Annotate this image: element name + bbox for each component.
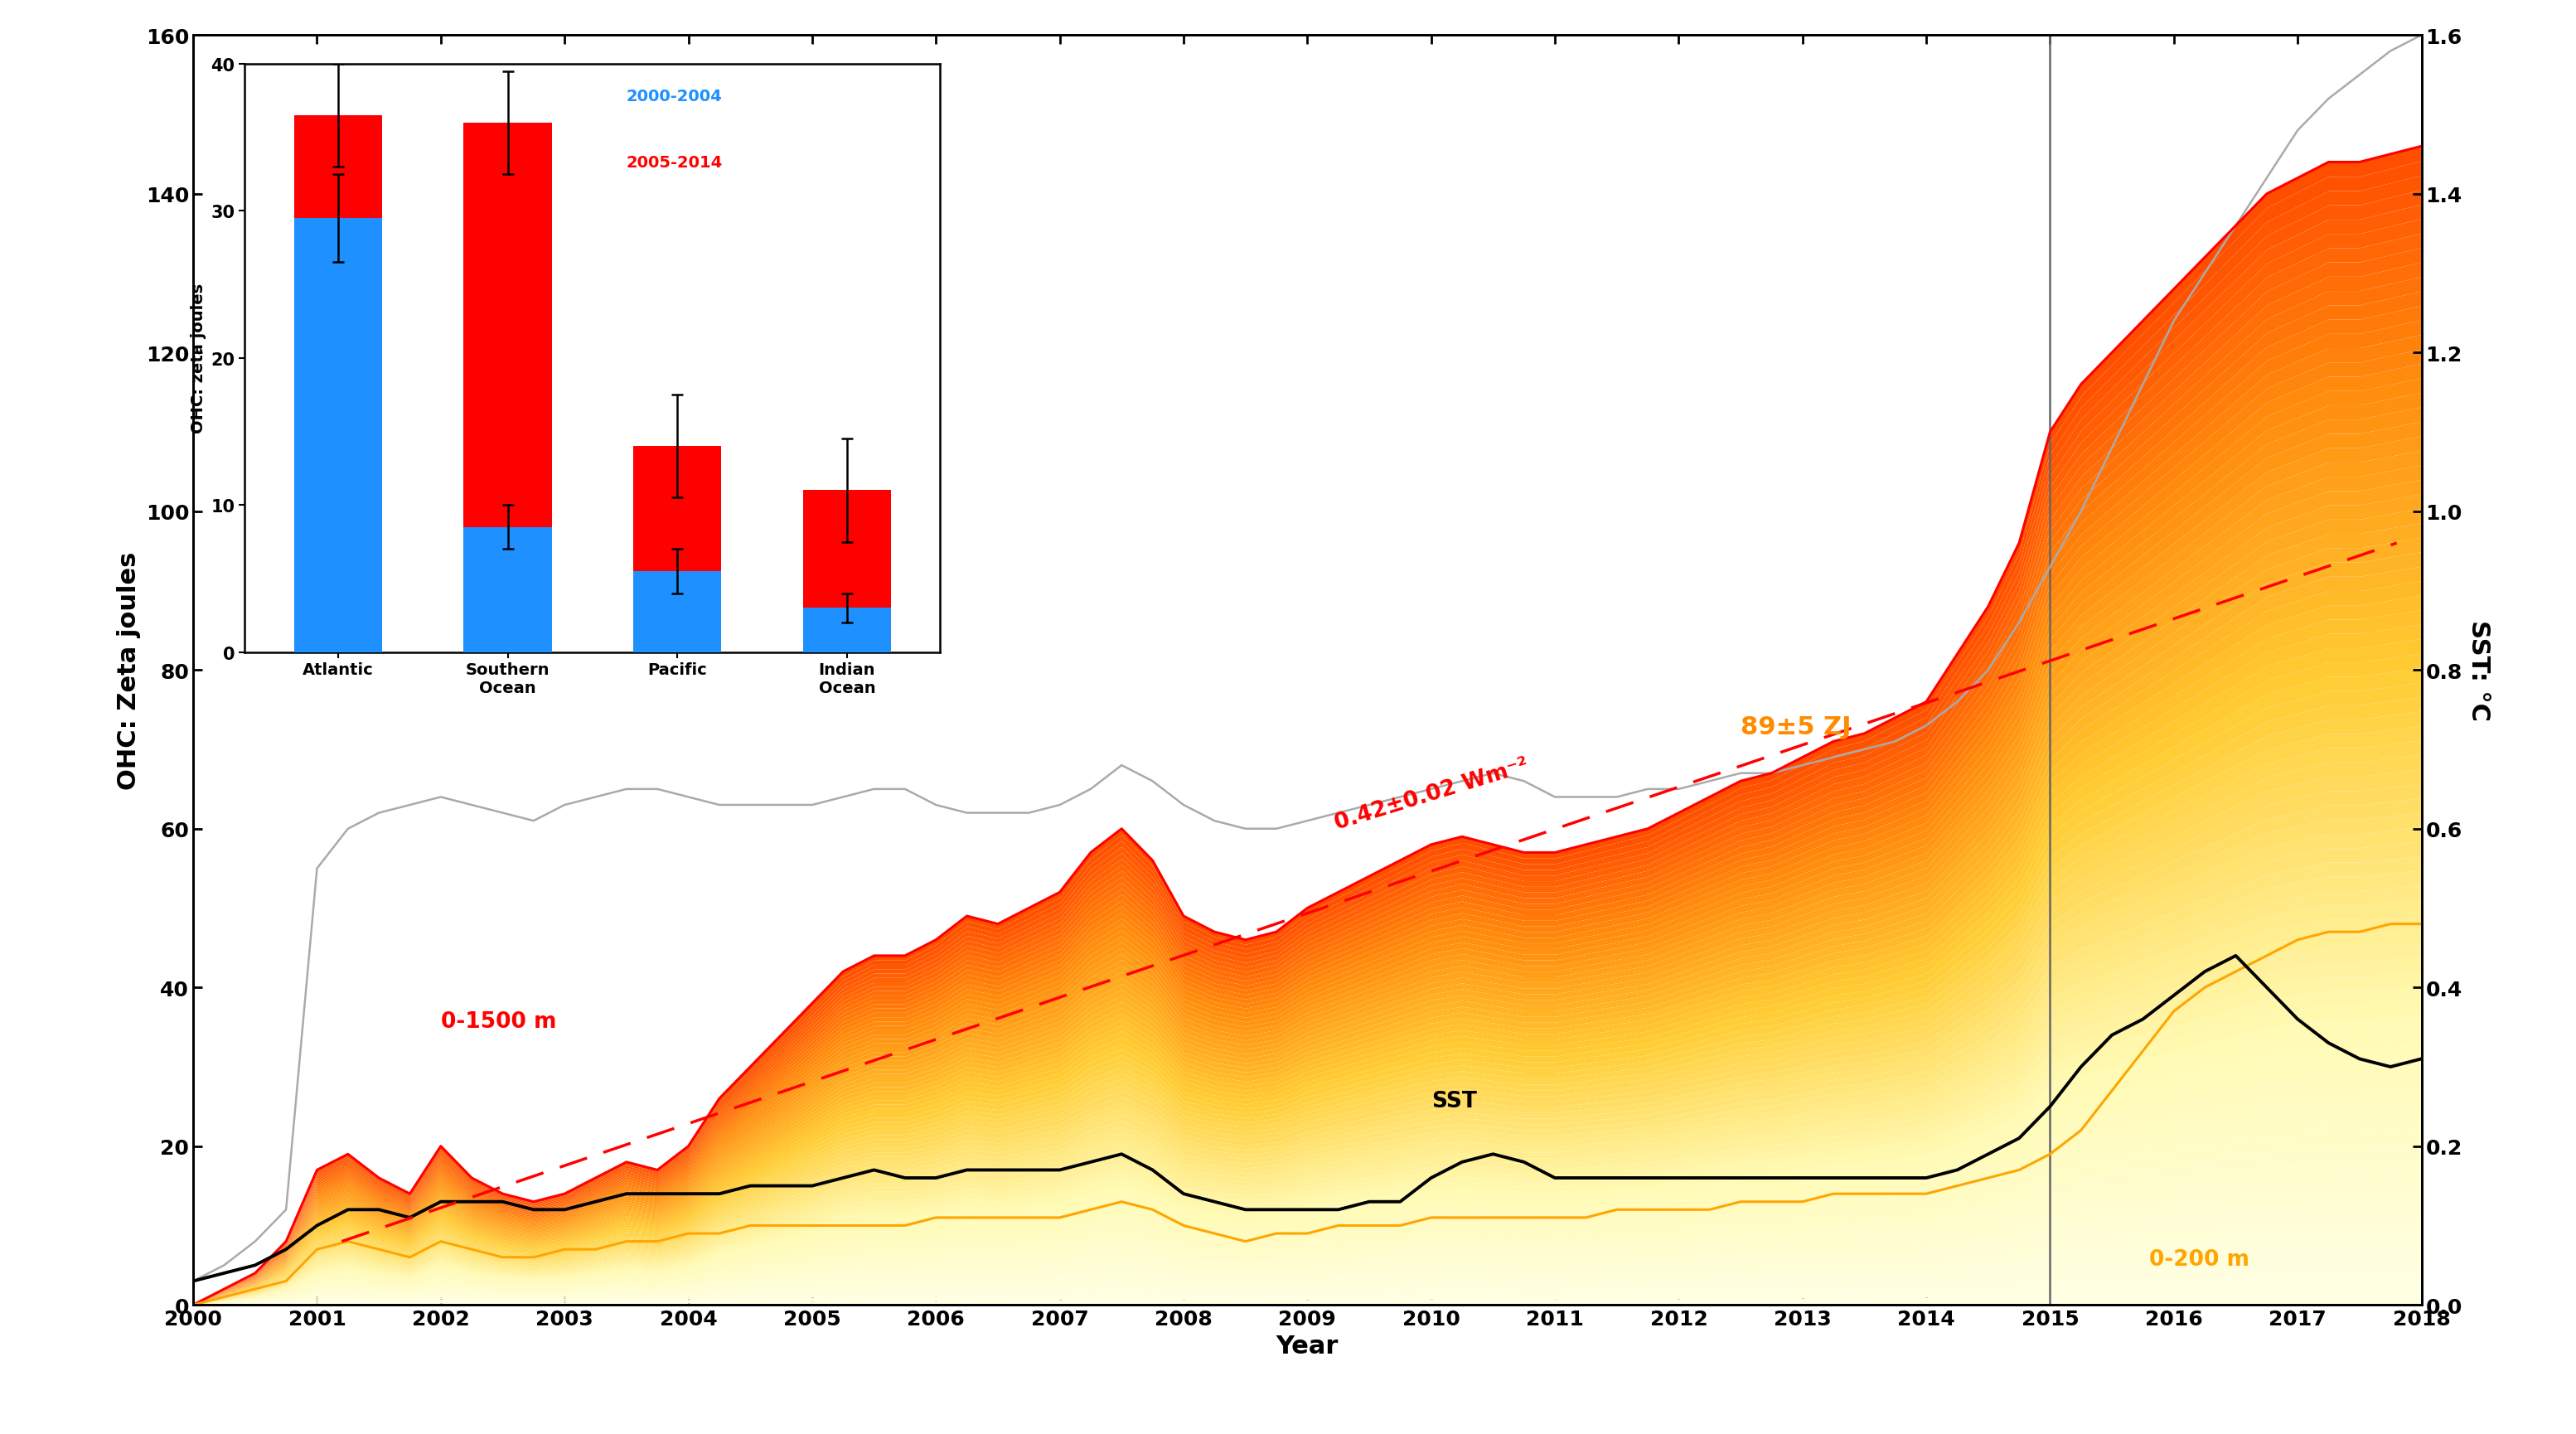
Bar [634, 446, 721, 652]
Text: 2000-2004: 2000-2004 [626, 89, 721, 105]
Bar [464, 528, 551, 652]
Text: SST: SST [1432, 1090, 1476, 1111]
Text: 2005-2014: 2005-2014 [626, 155, 724, 171]
Bar [464, 123, 551, 652]
Bar [294, 219, 381, 652]
X-axis label: Year: Year [1275, 1334, 1340, 1358]
Y-axis label: OHC: zeta joules: OHC: zeta joules [191, 284, 206, 433]
Text: 89±5 ZJ: 89±5 ZJ [1741, 714, 1852, 739]
Y-axis label: SST: °C: SST: °C [2468, 619, 2491, 721]
Text: 0.42±0.02 Wm⁻²: 0.42±0.02 Wm⁻² [1332, 754, 1530, 835]
Y-axis label: OHC: Zeta joules: OHC: Zeta joules [116, 551, 142, 790]
Bar [804, 490, 891, 652]
Bar [804, 608, 891, 652]
Text: 0-1500 m: 0-1500 m [440, 1011, 556, 1032]
Bar [294, 116, 381, 652]
Bar [634, 572, 721, 652]
Text: 0-200 m: 0-200 m [2148, 1249, 2249, 1271]
